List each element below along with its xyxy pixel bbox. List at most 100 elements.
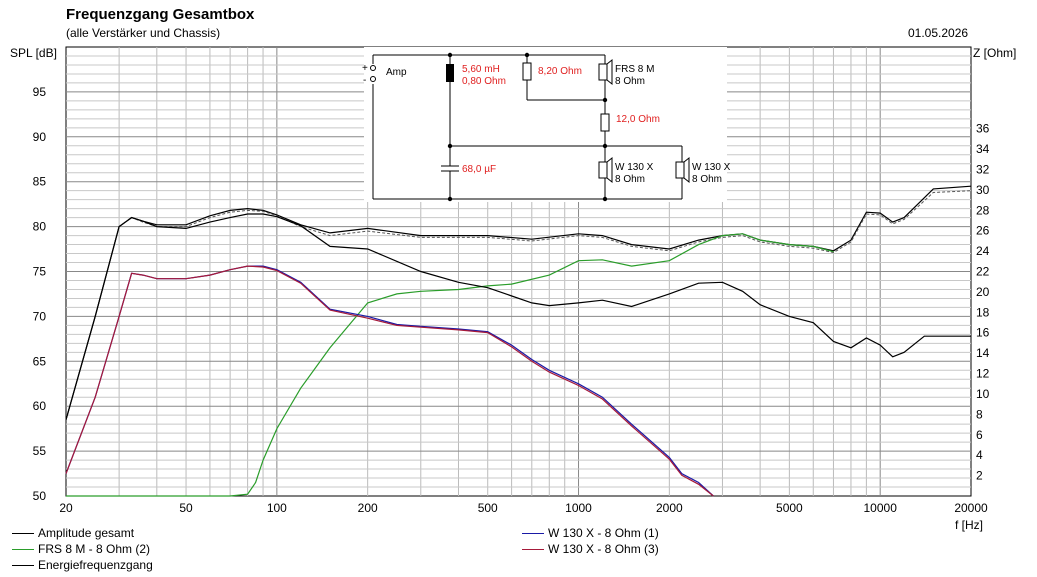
y2-tick-label: 16 <box>976 326 990 340</box>
x-tick-label: 500 <box>478 501 498 515</box>
y-tick-label: 65 <box>33 354 47 368</box>
y-tick-label: 80 <box>33 220 47 234</box>
x-tick-label: 20 <box>59 501 73 515</box>
legend-swatch-w130-3 <box>522 549 544 551</box>
legend-item-amplitude: Amplitude gesamt <box>12 526 134 540</box>
resistor-parallel-value: 8,20 Ohm <box>538 66 582 77</box>
x-tick-label: 100 <box>267 501 287 515</box>
x-tick-label: 200 <box>358 501 378 515</box>
driver-2-impedance: 8 Ohm <box>615 174 645 185</box>
chart-grid <box>65 46 972 497</box>
y2-tick-label: 34 <box>976 142 990 156</box>
y2-tick-label: 20 <box>976 285 990 299</box>
inductor-value: 5,60 mH <box>462 64 500 75</box>
legend-swatch-amplitude <box>12 533 34 535</box>
y-tick-label: 95 <box>33 85 47 99</box>
x-tick-label: 20000 <box>954 501 988 515</box>
y-tick-label: 75 <box>33 265 47 279</box>
legend-swatch-w130-1 <box>522 533 544 535</box>
series-line-5 <box>65 213 971 420</box>
legend-item-w130-1: W 130 X - 8 Ohm (1) <box>522 526 659 540</box>
y-tick-label: 55 <box>33 444 47 458</box>
resistor-parallel-symbol <box>522 62 532 81</box>
driver-w130-1-cone <box>606 156 613 184</box>
y2-tick-label: 12 <box>976 367 990 381</box>
legend-label-energie: Energiefrequenzgang <box>38 558 153 572</box>
driver-2-name: W 130 X <box>615 162 654 173</box>
x-axis-label: f [Hz] <box>955 518 984 532</box>
amp-terminal-minus <box>370 76 376 82</box>
inductor-resistance: 0,80 Ohm <box>462 76 506 87</box>
chart-title: Frequenzgang Gesamtbox <box>66 6 255 23</box>
schematic-node <box>447 52 453 58</box>
y-tick-label: 90 <box>33 130 47 144</box>
resistor-series-value: 12,0 Ohm <box>616 114 660 125</box>
y2-tick-label: 8 <box>976 407 983 421</box>
y-axis-label-right: Z [Ohm] <box>973 46 1017 60</box>
x-tick-label: 10000 <box>864 501 898 515</box>
resistor-series-symbol <box>600 113 610 132</box>
amp-terminal-plus <box>370 65 376 71</box>
series-line-0 <box>65 185 972 420</box>
chart-ticks: 20 50 100 200 500 1000 2000 5000 10000 20000 50 55 6… <box>33 85 990 515</box>
series-line-4 <box>65 265 714 497</box>
legend-label-w130-1: W 130 X - 8 Ohm (1) <box>548 526 659 540</box>
legend-label-frs: FRS 8 M - 8 Ohm (2) <box>38 542 151 556</box>
driver-3-name: W 130 X <box>692 162 731 173</box>
legend-item-w130-3: W 130 X - 8 Ohm (3) <box>522 542 659 556</box>
driver-frs-symbol <box>598 63 608 81</box>
x-tick-label: 2000 <box>656 501 683 515</box>
chart-subtitle: (alle Verstärker und Chassis) <box>66 26 221 40</box>
legend-label-w130-3: W 130 X - 8 Ohm (3) <box>548 542 659 556</box>
schematic-node <box>602 196 608 202</box>
y2-tick-label: 32 <box>976 162 990 176</box>
y2-tick-label: 26 <box>976 224 990 238</box>
schematic-node <box>602 97 608 103</box>
driver-w130-1-symbol <box>598 161 608 179</box>
y2-tick-label: 22 <box>976 265 990 279</box>
crossover-schematic: +- Amp 5,60 mH0,80 Ohm 68,0 µF 8,20 Ohm FRS 8… <box>362 47 731 202</box>
y-tick-label: 60 <box>33 399 47 413</box>
chart-series <box>65 185 972 497</box>
inductor-symbol <box>446 64 454 82</box>
driver-1-impedance: 8 Ohm <box>615 76 645 87</box>
y2-tick-label: 2 <box>976 469 983 483</box>
y2-tick-label: 28 <box>976 203 990 217</box>
y-tick-label: 85 <box>33 175 47 189</box>
y2-tick-label: 14 <box>976 346 990 360</box>
y-tick-label: 70 <box>33 309 47 323</box>
series-line-2 <box>66 233 834 497</box>
legend-item-frs: FRS 8 M - 8 Ohm (2) <box>12 542 150 556</box>
driver-1-name: FRS 8 M <box>615 64 654 75</box>
x-tick-label: 1000 <box>565 501 592 515</box>
legend-swatch-frs <box>12 549 34 551</box>
y2-tick-label: 4 <box>976 448 983 462</box>
legend-swatch-energie <box>12 565 34 567</box>
amp-plus-sign: + <box>362 63 368 74</box>
y2-tick-label: 36 <box>976 122 990 136</box>
chart-date: 01.05.2026 <box>908 26 969 40</box>
x-tick-label: 50 <box>179 501 193 515</box>
capacitor-value: 68,0 µF <box>462 164 496 175</box>
amp-label: Amp <box>386 67 407 78</box>
y-tick-label: 50 <box>33 489 47 503</box>
series-line-3 <box>65 265 714 497</box>
schematic-background <box>364 47 727 202</box>
y2-tick-label: 18 <box>976 305 990 319</box>
x-tick-label: 5000 <box>776 501 803 515</box>
y-axis-label-left: SPL [dB] <box>10 46 57 60</box>
amp-minus-sign: - <box>363 75 366 86</box>
driver-3-impedance: 8 Ohm <box>692 174 722 185</box>
legend-label-amplitude: Amplitude gesamt <box>38 526 135 540</box>
y2-tick-label: 24 <box>976 244 990 258</box>
series-line-1 <box>65 190 972 420</box>
legend-item-energie: Energiefrequenzgang <box>12 558 153 572</box>
y2-tick-label: 6 <box>976 428 983 442</box>
driver-w130-2-symbol <box>675 161 685 179</box>
driver-w130-2-cone <box>683 156 690 184</box>
driver-frs-cone <box>606 58 613 86</box>
schematic-node <box>524 52 530 58</box>
y2-tick-label: 10 <box>976 387 990 401</box>
y2-tick-label: 30 <box>976 183 990 197</box>
